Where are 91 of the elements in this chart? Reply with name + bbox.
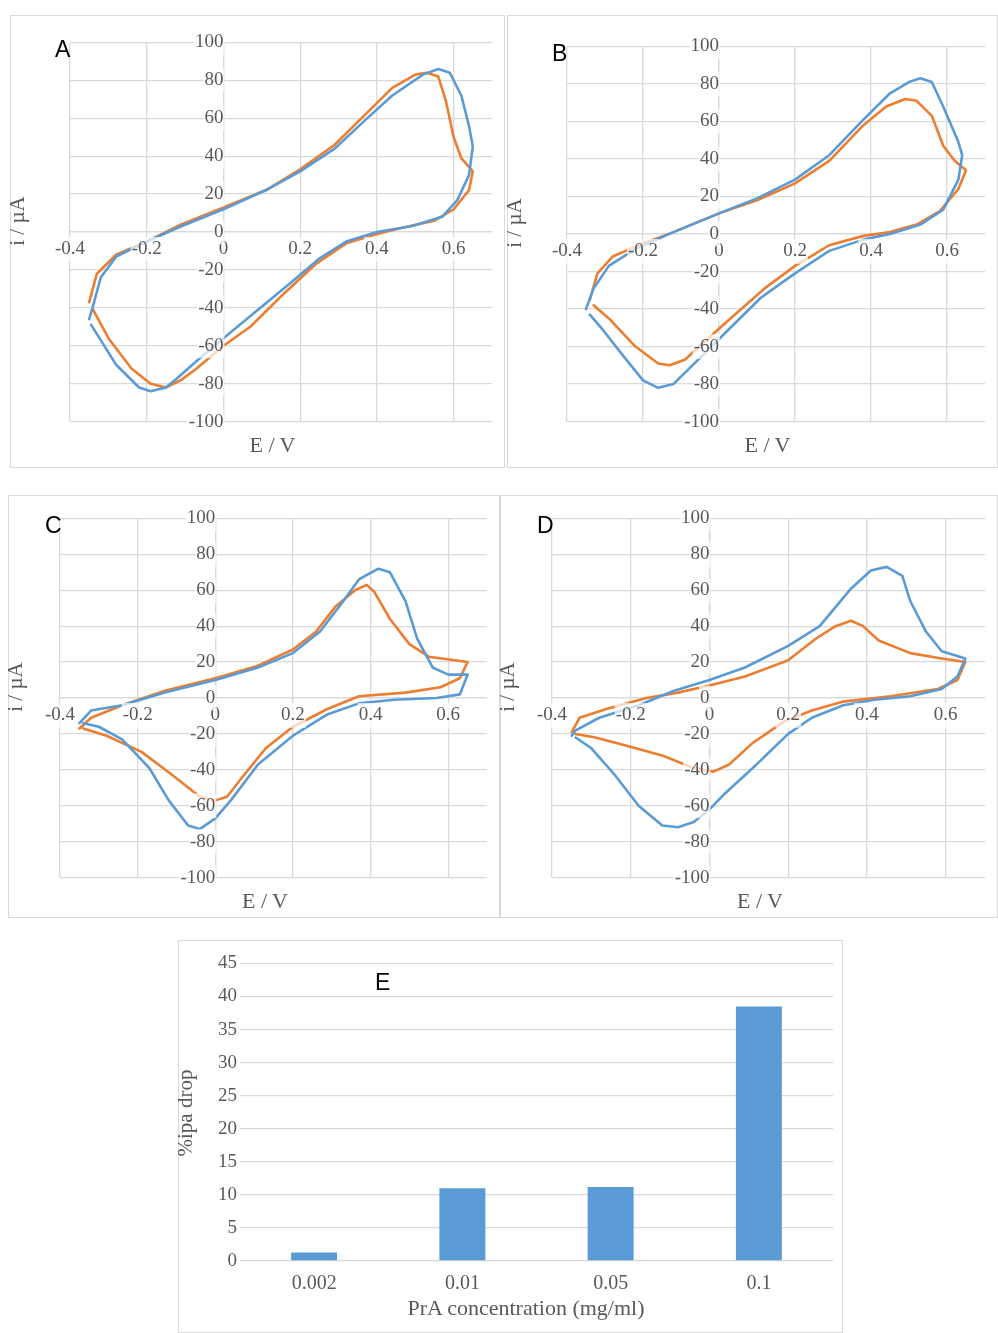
y-tick-label: 80: [196, 542, 216, 564]
y-tick-label: 25: [218, 1083, 237, 1105]
x-tick-label: -0.4: [537, 703, 568, 725]
y-tick-label: -100: [674, 865, 710, 887]
x-tick-label: 0.2: [776, 703, 801, 725]
y-axis-title: i / µA: [2, 662, 28, 712]
y-tick-label: 80: [690, 542, 710, 564]
bar: [291, 1252, 338, 1261]
y-tick-label: -100: [180, 865, 216, 887]
x-tick-label: -0.4: [45, 703, 76, 725]
y-tick-label: 35: [218, 1017, 237, 1039]
chart-title: E: [375, 969, 391, 996]
y-tick-label: -80: [684, 829, 710, 851]
y-tick-label: 40: [196, 614, 216, 636]
y-tick-label: 10: [218, 1182, 237, 1204]
y-axis-title: i / µA: [501, 198, 527, 248]
y-tick-label: 100: [680, 506, 710, 528]
chart-title: A: [55, 36, 71, 63]
y-tick-label: 60: [700, 109, 720, 131]
x-tick-label: 0.4: [358, 703, 383, 725]
y-tick-label: 20: [218, 1116, 237, 1138]
chart-title: D: [537, 512, 554, 539]
x-axis-title: E / V: [735, 888, 784, 914]
y-axis-title: %ipa drop: [172, 1069, 198, 1157]
x-axis-title: E / V: [248, 432, 297, 458]
x-tick-label: 0.6: [935, 239, 959, 261]
y-tick-label: 40: [700, 146, 720, 168]
chart-title: B: [552, 40, 568, 67]
y-tick-label: 60: [204, 106, 224, 128]
y-tick-label: 60: [690, 578, 710, 600]
y-tick-label: 80: [204, 68, 224, 90]
chart-title: C: [45, 512, 62, 539]
y-tick-label: -40: [693, 297, 720, 319]
x-tick-label: 0.6: [933, 703, 958, 725]
y-tick-label: -40: [198, 295, 224, 317]
y-tick-label: -80: [189, 829, 216, 851]
x-tick-label: -0.2: [615, 703, 646, 725]
x-tick-label: 0.2: [281, 703, 305, 725]
x-tick-label: 0.05: [593, 1271, 629, 1294]
x-tick-label: 0.2: [783, 239, 807, 261]
y-tick-label: -80: [198, 371, 224, 393]
y-tick-label: -60: [684, 793, 710, 815]
x-axis-title: PrA concentration (mg/ml): [406, 1295, 646, 1321]
y-tick-label: -100: [188, 409, 224, 431]
y-tick-label: 20: [700, 184, 720, 206]
x-tick-label: -0.4: [552, 239, 583, 261]
x-tick-label: 0.2: [288, 237, 313, 259]
y-tick-label: 5: [227, 1215, 237, 1237]
x-tick-label: -0.2: [627, 239, 659, 261]
y-tick-label: 40: [690, 614, 710, 636]
bar: [735, 1006, 782, 1261]
x-tick-label: 0.002: [291, 1271, 337, 1294]
y-tick-label: -60: [198, 333, 224, 355]
x-tick-label: 0.4: [859, 239, 884, 261]
x-tick-label: -0.4: [55, 237, 86, 259]
x-tick-label: 0.1: [746, 1271, 772, 1294]
y-tick-label: 20: [196, 650, 216, 672]
y-tick-label: -20: [198, 257, 224, 279]
y-tick-label: 45: [218, 951, 237, 973]
x-tick-label: 0.01: [444, 1271, 480, 1294]
x-tick-label: -0.2: [131, 237, 162, 259]
y-tick-label: -100: [684, 409, 720, 431]
bar: [439, 1188, 486, 1261]
x-tick-label: 0.6: [436, 703, 461, 725]
x-tick-label: 0.4: [365, 237, 390, 259]
y-tick-label: 20: [690, 650, 710, 672]
y-axis-title: i / µA: [494, 662, 520, 712]
x-tick-label: -0.2: [122, 703, 153, 725]
y-tick-label: 0: [227, 1248, 237, 1270]
y-tick-label: -20: [693, 259, 720, 281]
y-tick-label: 60: [196, 578, 216, 600]
y-tick-label: 100: [186, 506, 216, 528]
y-tick-label: -60: [693, 334, 720, 356]
x-axis-title: E / V: [743, 432, 792, 458]
y-tick-label: 80: [700, 71, 720, 93]
y-tick-label: -60: [189, 793, 216, 815]
y-tick-label: 100: [194, 30, 224, 52]
y-axis-title: i / µA: [4, 196, 30, 246]
y-tick-label: 30: [218, 1050, 237, 1072]
y-tick-label: 15: [218, 1149, 237, 1171]
x-axis-title: E / V: [240, 888, 289, 914]
bar: [587, 1186, 634, 1261]
y-tick-label: 100: [690, 34, 720, 56]
y-tick-label: 20: [204, 182, 224, 204]
y-tick-label: 40: [218, 984, 237, 1006]
x-tick-label: 0.4: [855, 703, 880, 725]
y-tick-label: -40: [684, 757, 710, 779]
x-tick-label: 0.6: [441, 237, 466, 259]
y-tick-label: 40: [204, 144, 224, 166]
y-tick-label: -80: [693, 372, 720, 394]
y-tick-label: -40: [189, 757, 216, 779]
